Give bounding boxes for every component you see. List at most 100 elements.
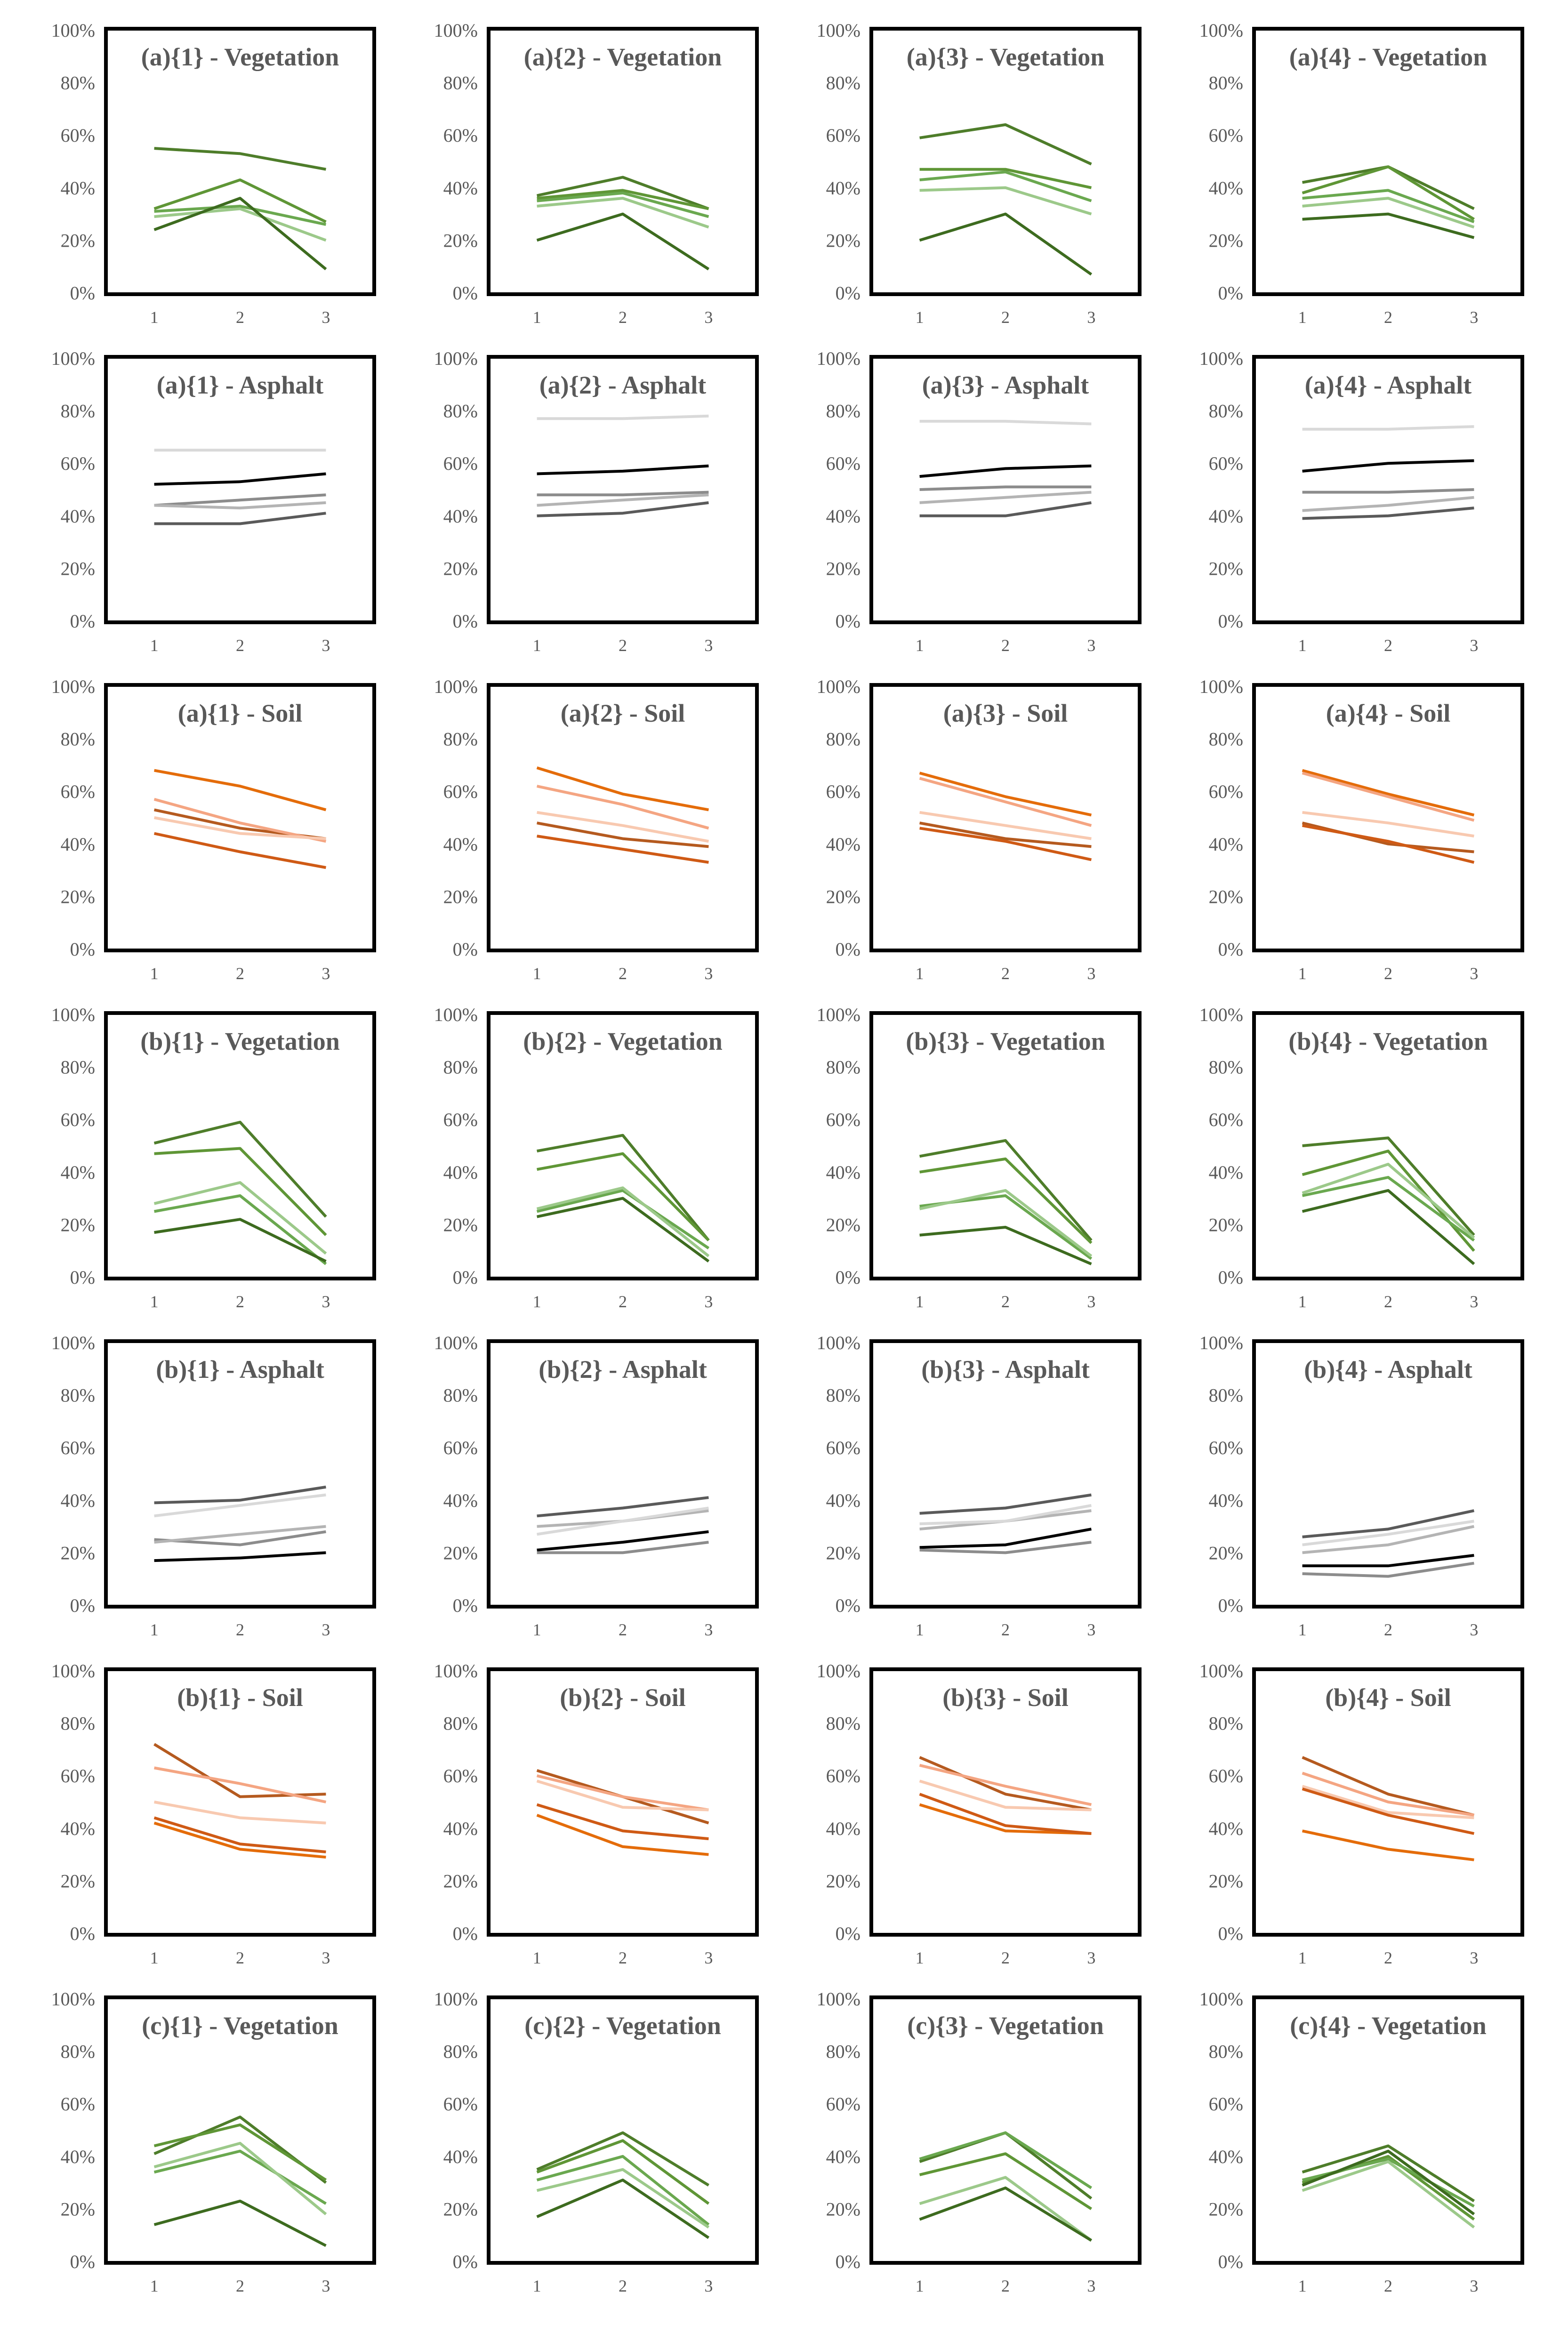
series-line-s5: [919, 212, 1093, 276]
x-tick-label: 2: [619, 308, 627, 327]
y-tick-label: 0%: [453, 1267, 478, 1288]
series-line-s3: [919, 2131, 1093, 2189]
y-tick-label: 40%: [61, 1818, 95, 1839]
chart-svg: 0% 20% 40% 60% 80% 100% 1 2 3 (a){2} - Asphalt: [434, 348, 759, 655]
y-tick-label: 20%: [826, 1542, 860, 1563]
y-tick-label: 40%: [443, 2146, 478, 2167]
chart-svg: 0% 20% 40% 60% 80% 100% 1 2 3 (b){2} - Vegetation: [434, 1004, 759, 1311]
chart-svg: 0% 20% 40% 60% 80% 100% 1 2 3 (a){3} - Vegetation: [817, 20, 1142, 327]
x-tick-label: 2: [236, 964, 244, 983]
chart-title: (b){4} - Vegetation: [1288, 1027, 1488, 1055]
y-tick-label: 40%: [443, 506, 478, 527]
plot-frame: [104, 1011, 376, 1280]
x-tick-label: 1: [150, 308, 159, 327]
y-tick-label: 0%: [453, 2251, 478, 2272]
y-tick-label: 20%: [443, 1214, 478, 1235]
y-tick-label: 20%: [61, 1214, 95, 1235]
y-tick-label: 100%: [817, 1004, 860, 1025]
plot-frame: [1252, 355, 1524, 624]
y-tick-label: 0%: [1218, 282, 1243, 304]
series-line-s2: [1302, 821, 1474, 853]
y-tick-label: 60%: [826, 453, 860, 474]
chart-svg: 0% 20% 40% 60% 80% 100% 1 2 3 (a){4} - Asphalt: [1199, 348, 1524, 655]
series-line-s5: [537, 835, 709, 864]
y-tick-label: 40%: [443, 1162, 478, 1183]
y-tick-label: 0%: [70, 2251, 95, 2272]
x-tick-label: 3: [1470, 636, 1478, 655]
plot-frame: [487, 1339, 759, 1609]
series-line-s3: [919, 1763, 1092, 1806]
y-tick-label: 80%: [443, 401, 478, 422]
y-tick-label: 0%: [453, 939, 478, 960]
y-tick-label: 0%: [70, 939, 95, 960]
y-tick-label: 100%: [434, 1004, 478, 1025]
chart-svg: 0% 20% 40% 60% 80% 100% 1 2 3 (b){3} - Vegetation: [817, 1004, 1142, 1311]
series-line-s2: [919, 821, 1092, 848]
series-line-s2: [1302, 165, 1475, 221]
y-tick-label: 40%: [1209, 177, 1243, 199]
y-tick-label: 60%: [1209, 125, 1243, 146]
y-tick-label: 40%: [826, 177, 860, 199]
chart-panel: 0% 20% 40% 60% 80% 100% 1 2 3 (c){3} - Vegetation: [780, 1983, 1156, 2308]
series-line-s1: [919, 1139, 1093, 1241]
x-tick-label: 1: [533, 636, 541, 655]
series-line-s2: [1302, 1150, 1475, 1252]
chart-svg: 0% 20% 40% 60% 80% 100% 1 2 3 (a){1} - Asphalt: [51, 348, 376, 655]
y-tick-label: 40%: [61, 506, 95, 527]
series-line-s1: [154, 1551, 326, 1562]
series-line-s1: [1302, 769, 1475, 817]
chart-panel: 0% 20% 40% 60% 80% 100% 1 2 3 (b){4} - Vegetation: [1162, 998, 1539, 1323]
series-line-s2: [1302, 1756, 1475, 1817]
series-line-s2: [1302, 507, 1474, 520]
y-tick-label: 20%: [826, 1870, 860, 1891]
chart-title: (a){1} - Vegetation: [141, 43, 339, 71]
series-line-s5: [153, 832, 326, 869]
y-tick-label: 20%: [1209, 2198, 1243, 2220]
series-line-s2: [153, 1743, 326, 1798]
y-tick-label: 100%: [1199, 20, 1243, 41]
series-line-s2: [919, 2152, 1093, 2210]
y-tick-label: 40%: [1209, 834, 1243, 855]
series-line-s4: [1302, 2160, 1475, 2228]
series-line-s2: [154, 1147, 327, 1236]
series-line-s2: [919, 1493, 1092, 1515]
chart-title: (a){1} - Asphalt: [157, 371, 324, 399]
x-tick-label: 3: [704, 1292, 713, 1311]
chart-svg: 0% 20% 40% 60% 80% 100% 1 2 3 (b){4} - Vegetation: [1199, 1004, 1524, 1311]
x-tick-label: 1: [150, 1620, 159, 1639]
y-tick-label: 60%: [826, 781, 860, 802]
series-line-s5: [536, 212, 710, 271]
y-tick-label: 0%: [836, 2251, 860, 2272]
series-line-s1: [1302, 459, 1474, 473]
y-tick-label: 20%: [61, 1542, 95, 1563]
series-line-s5: [919, 1226, 1092, 1265]
y-tick-label: 0%: [70, 282, 95, 304]
series-line-s3: [1302, 1176, 1475, 1242]
y-tick-label: 0%: [1218, 1267, 1243, 1288]
series-line-s5: [1302, 212, 1475, 239]
series-line-s2: [537, 189, 709, 210]
x-tick-label: 3: [704, 1620, 713, 1639]
series-line-s5: [536, 1197, 710, 1263]
y-tick-label: 40%: [443, 177, 478, 199]
y-tick-label: 20%: [1209, 1870, 1243, 1891]
chart-svg: 0% 20% 40% 60% 80% 100% 1 2 3 (a){3} - Asphalt: [817, 348, 1142, 655]
series-line-s2: [537, 501, 709, 517]
x-tick-label: 2: [236, 2277, 244, 2295]
plot-frame: [869, 1339, 1142, 1609]
x-tick-label: 1: [533, 1948, 541, 1967]
chart-panel: 0% 20% 40% 60% 80% 100% 1 2 3 (b){2} - Vegetation: [397, 998, 773, 1323]
y-tick-label: 60%: [61, 453, 95, 474]
y-tick-label: 80%: [1209, 1057, 1243, 1078]
y-tick-label: 20%: [1209, 1542, 1243, 1563]
chart-title: (a){4} - Asphalt: [1305, 371, 1472, 399]
y-tick-label: 20%: [443, 230, 478, 251]
y-tick-label: 60%: [1209, 1109, 1243, 1130]
x-tick-label: 3: [1087, 1948, 1095, 1967]
chart-svg: 0% 20% 40% 60% 80% 100% 1 2 3 (a){4} - Vegetation: [1199, 20, 1524, 327]
y-tick-label: 20%: [1209, 230, 1243, 251]
x-tick-label: 1: [150, 1948, 159, 1967]
series-line-s4: [154, 207, 327, 242]
y-tick-label: 80%: [443, 729, 478, 750]
y-tick-label: 60%: [443, 2093, 478, 2115]
